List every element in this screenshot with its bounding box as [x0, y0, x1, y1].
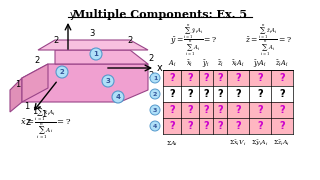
Text: ?: ? — [257, 89, 263, 99]
Circle shape — [56, 66, 68, 78]
Text: $\bar{y}=\frac{\sum_{i=1}^{n}\bar{y}_i A_i}{\sum_{i=1}^{n} A_i}=?$: $\bar{y}=\frac{\sum_{i=1}^{n}\bar{y}_i A… — [170, 22, 218, 58]
Text: $\bar{x}=\frac{\sum_{i=1}^{n}\bar{x}_i A_i}{\sum_{i=1}^{n} A_i}=?$: $\bar{x}=\frac{\sum_{i=1}^{n}\bar{x}_i A… — [20, 105, 72, 141]
Polygon shape — [55, 50, 148, 64]
Text: 1: 1 — [32, 107, 38, 116]
Text: ?: ? — [235, 121, 241, 131]
Text: ?: ? — [257, 105, 263, 115]
Text: $\Sigma A_i$: $\Sigma A_i$ — [166, 139, 178, 148]
Text: ?: ? — [217, 73, 223, 83]
Text: Multiple Components: Ex. 5: Multiple Components: Ex. 5 — [73, 9, 247, 20]
Text: 2: 2 — [60, 69, 64, 75]
Text: ?: ? — [279, 105, 285, 115]
Text: 1: 1 — [15, 80, 20, 89]
Text: $\Sigma\bar{z}_i A_i$: $\Sigma\bar{z}_i A_i$ — [274, 139, 291, 148]
Text: 3: 3 — [106, 78, 110, 84]
Text: 1: 1 — [153, 75, 157, 80]
Text: 2: 2 — [127, 36, 132, 45]
FancyBboxPatch shape — [163, 86, 293, 102]
Polygon shape — [22, 64, 148, 102]
Text: ?: ? — [257, 121, 263, 131]
Text: $\bar{z}=\frac{\sum_{i=1}^{n}\bar{z}_i A_i}{\sum_{i=1}^{n} A_i}=?$: $\bar{z}=\frac{\sum_{i=1}^{n}\bar{z}_i A… — [245, 22, 292, 58]
Circle shape — [150, 121, 160, 131]
Text: 4: 4 — [116, 94, 121, 100]
Text: 3: 3 — [89, 29, 95, 38]
Text: ?: ? — [279, 73, 285, 83]
Text: ?: ? — [279, 89, 285, 99]
Text: 3: 3 — [153, 107, 157, 112]
Circle shape — [102, 75, 114, 87]
Text: ?: ? — [257, 73, 263, 83]
Text: ?: ? — [203, 73, 209, 83]
Text: $\bar{y}_i$: $\bar{y}_i$ — [202, 58, 210, 70]
Text: 2: 2 — [148, 53, 153, 62]
Circle shape — [150, 89, 160, 99]
FancyBboxPatch shape — [163, 70, 293, 86]
Text: 1: 1 — [24, 102, 30, 111]
Circle shape — [112, 91, 124, 103]
Polygon shape — [38, 40, 148, 50]
Text: 4: 4 — [153, 123, 157, 129]
Text: ?: ? — [235, 73, 241, 83]
Text: ?: ? — [235, 89, 241, 99]
FancyBboxPatch shape — [163, 102, 293, 118]
Text: $A_i$: $A_i$ — [168, 59, 176, 69]
Circle shape — [150, 73, 160, 83]
Text: ?: ? — [217, 105, 223, 115]
Text: ?: ? — [169, 121, 175, 131]
Text: ?: ? — [169, 73, 175, 83]
Text: $\bar{z}_i A_i$: $\bar{z}_i A_i$ — [275, 59, 289, 69]
Text: x: x — [157, 63, 163, 73]
Text: ?: ? — [187, 121, 193, 131]
Text: y: y — [70, 10, 76, 20]
Circle shape — [90, 48, 102, 60]
Text: ?: ? — [187, 105, 193, 115]
Text: 2: 2 — [35, 55, 40, 64]
Text: ?: ? — [203, 105, 209, 115]
Text: ?: ? — [279, 121, 285, 131]
Text: $\Sigma\bar{y}_i A_i$: $\Sigma\bar{y}_i A_i$ — [252, 139, 268, 148]
Text: $\bar{x}_i$: $\bar{x}_i$ — [187, 59, 194, 69]
Text: ?: ? — [203, 121, 209, 131]
Text: $\Sigma\bar{x}_i V_i$: $\Sigma\bar{x}_i V_i$ — [229, 139, 247, 148]
Text: $\bar{x}_i A_i$: $\bar{x}_i A_i$ — [231, 59, 245, 69]
Text: $\bar{z}_i$: $\bar{z}_i$ — [217, 59, 223, 69]
FancyBboxPatch shape — [163, 118, 293, 134]
Polygon shape — [22, 64, 48, 102]
Text: ?: ? — [187, 73, 193, 83]
Text: ?: ? — [187, 89, 193, 99]
Text: 2: 2 — [53, 36, 59, 45]
Text: 2: 2 — [148, 71, 153, 80]
Text: z: z — [26, 117, 30, 127]
Text: ?: ? — [169, 89, 175, 99]
Text: 1: 1 — [93, 51, 99, 57]
Text: 1: 1 — [41, 110, 47, 119]
Text: ?: ? — [217, 89, 223, 99]
Text: ?: ? — [217, 121, 223, 131]
Text: 2: 2 — [153, 91, 157, 96]
Circle shape — [150, 105, 160, 115]
Text: ?: ? — [169, 105, 175, 115]
Text: ?: ? — [203, 89, 209, 99]
Text: ?: ? — [235, 105, 241, 115]
Text: $\bar{y}_i A_i$: $\bar{y}_i A_i$ — [253, 58, 267, 70]
Polygon shape — [10, 78, 22, 112]
